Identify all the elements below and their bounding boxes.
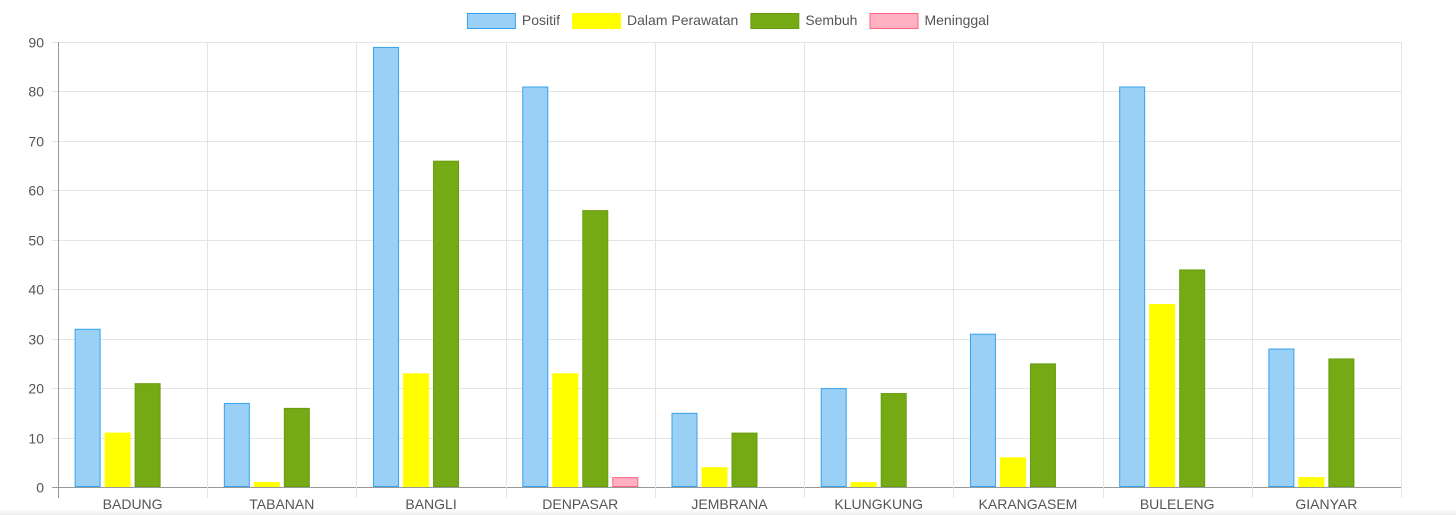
bar-dalam-perawatan-jembrana[interactable] bbox=[701, 467, 728, 488]
bar-dalam-perawatan-tabanan[interactable] bbox=[253, 482, 280, 487]
x-tick-label: KLUNGKUNG bbox=[834, 496, 923, 509]
legend-swatch bbox=[869, 13, 919, 29]
y-tick-label: 40 bbox=[28, 282, 44, 298]
legend-item-meninggal[interactable]: Meninggal bbox=[869, 12, 989, 29]
bar-sembuh-klungkung[interactable] bbox=[880, 393, 907, 487]
bar-dalam-perawatan-denpasar[interactable] bbox=[552, 373, 579, 487]
bar-positif-buleleng[interactable] bbox=[1119, 86, 1146, 487]
bar-dalam-perawatan-badung[interactable] bbox=[104, 432, 131, 488]
bar-dalam-perawatan-karangasem[interactable] bbox=[999, 457, 1026, 488]
y-tick-label: 90 bbox=[28, 35, 44, 51]
x-tick-label: BANGLI bbox=[405, 496, 456, 509]
x-tick-label: BULELENG bbox=[1140, 496, 1215, 509]
bar-sembuh-bangli[interactable] bbox=[433, 160, 460, 488]
x-tick-label: BADUNG bbox=[103, 496, 163, 509]
bar-sembuh-jembrana[interactable] bbox=[731, 432, 758, 488]
legend-swatch bbox=[750, 13, 800, 29]
bar-sembuh-gianyar[interactable] bbox=[1328, 358, 1355, 488]
bar-meninggal-denpasar[interactable] bbox=[612, 477, 639, 488]
bar-positif-denpasar[interactable] bbox=[522, 86, 549, 487]
y-tick-label: 80 bbox=[28, 84, 44, 100]
x-tick-label: GIANYAR bbox=[1295, 496, 1357, 509]
bar-sembuh-karangasem[interactable] bbox=[1029, 363, 1056, 487]
bars bbox=[74, 46, 1355, 488]
bar-positif-karangasem[interactable] bbox=[969, 333, 996, 487]
bar-sembuh-badung[interactable] bbox=[134, 383, 161, 487]
bar-sembuh-tabanan[interactable] bbox=[283, 407, 310, 487]
y-tick-label: 70 bbox=[28, 134, 44, 150]
legend-item-dalam-perawatan[interactable]: Dalam Perawatan bbox=[572, 12, 739, 29]
grid-lines bbox=[52, 42, 1402, 498]
bar-positif-jembrana[interactable] bbox=[671, 412, 698, 488]
y-tick-label: 30 bbox=[28, 332, 44, 348]
x-tick-label: DENPASAR bbox=[542, 496, 618, 509]
y-tick-label: 20 bbox=[28, 381, 44, 397]
x-tick-label: TABANAN bbox=[249, 496, 314, 509]
bar-dalam-perawatan-gianyar[interactable] bbox=[1298, 477, 1325, 488]
bar-positif-tabanan[interactable] bbox=[223, 402, 250, 488]
bar-positif-badung[interactable] bbox=[74, 328, 101, 487]
bar-positif-gianyar[interactable] bbox=[1268, 348, 1295, 487]
x-tick-label: JEMBRANA bbox=[691, 496, 768, 509]
legend-item-positif[interactable]: Positif bbox=[466, 12, 560, 29]
bottom-scroll-shade bbox=[0, 509, 1456, 515]
y-tick-label: 10 bbox=[28, 431, 44, 447]
y-tick-label: 60 bbox=[28, 183, 44, 199]
bar-positif-klungkung[interactable] bbox=[820, 388, 847, 487]
bar-dalam-perawatan-buleleng[interactable] bbox=[1149, 304, 1176, 487]
legend-label: Sembuh bbox=[805, 12, 857, 28]
x-tick-label: KARANGASEM bbox=[979, 496, 1078, 509]
legend-label: Dalam Perawatan bbox=[627, 12, 738, 28]
legend-swatch bbox=[572, 13, 622, 29]
legend-item-sembuh[interactable]: Sembuh bbox=[750, 12, 858, 29]
bar-positif-bangli[interactable] bbox=[373, 46, 400, 487]
y-tick-label: 50 bbox=[28, 233, 44, 249]
bar-sembuh-denpasar[interactable] bbox=[582, 210, 609, 487]
bar-sembuh-buleleng[interactable] bbox=[1179, 269, 1206, 488]
bar-dalam-perawatan-bangli[interactable] bbox=[403, 373, 430, 487]
legend-label: Meninggal bbox=[924, 12, 989, 28]
legend-label: Positif bbox=[522, 12, 560, 28]
legend-swatch bbox=[466, 13, 516, 29]
bar-dalam-perawatan-klungkung[interactable] bbox=[850, 482, 877, 487]
y-tick-label: 0 bbox=[36, 480, 44, 496]
legend[interactable]: Positif Dalam Perawatan Sembuh Meninggal bbox=[466, 12, 989, 29]
axes: 0 10 20 30 40 50 60 70 80 90 BADUNG TABANAN BANGLI DE… bbox=[28, 35, 1357, 513]
